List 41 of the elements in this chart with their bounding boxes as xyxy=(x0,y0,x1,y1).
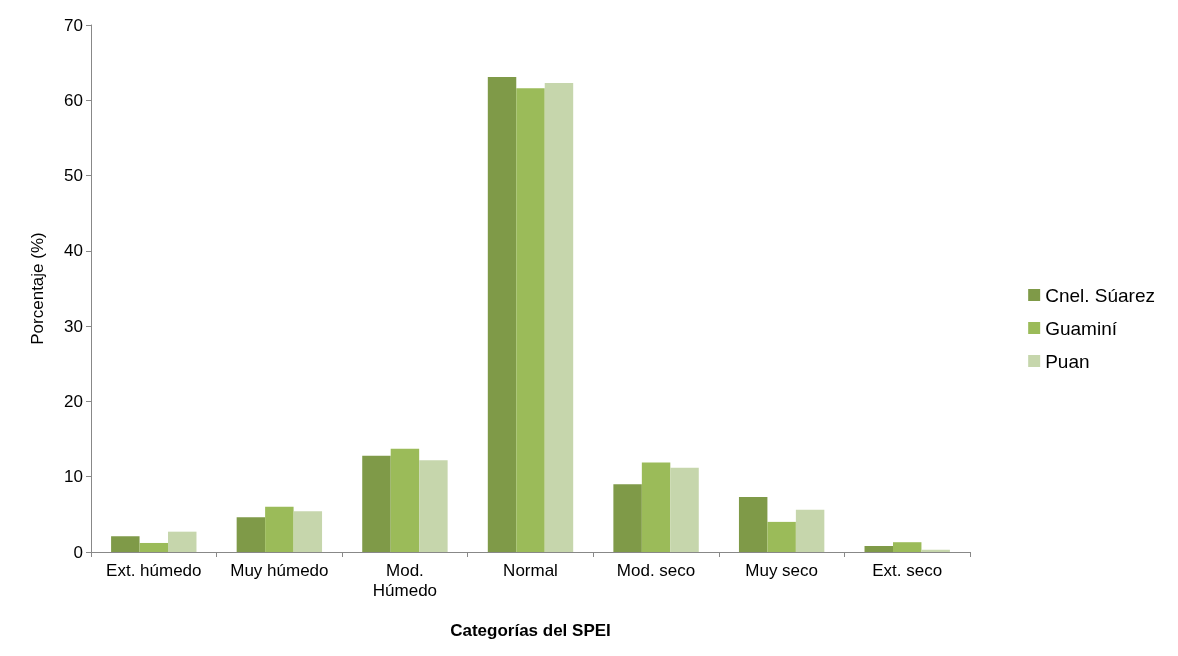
x-axis-title: Categorías del SPEI xyxy=(450,621,611,640)
legend-label: Guaminí xyxy=(1045,317,1118,339)
bar xyxy=(864,545,893,552)
x-tick-label: Mod. Húmedo xyxy=(372,560,438,600)
bar xyxy=(293,511,323,552)
bar xyxy=(767,521,796,552)
bar xyxy=(544,82,574,552)
bar xyxy=(236,517,266,552)
bar xyxy=(265,506,294,552)
bar xyxy=(670,467,699,552)
bar xyxy=(795,509,825,552)
bar xyxy=(516,88,545,552)
bar xyxy=(139,542,169,552)
bar xyxy=(487,76,517,552)
y-tick-label: 60 xyxy=(64,90,83,110)
x-tick-label: Muy seco xyxy=(745,560,819,580)
x-tick-label: Muy húmedo xyxy=(230,560,329,580)
bar xyxy=(892,542,922,552)
y-tick-label: 40 xyxy=(64,241,83,261)
y-axis-title: Porcentaje (%) xyxy=(28,232,47,345)
y-tick-label: 70 xyxy=(64,15,83,35)
bar xyxy=(168,531,197,552)
x-tick-label: Ext. húmedo xyxy=(106,560,202,580)
bar xyxy=(613,484,642,552)
bar xyxy=(390,448,420,552)
legend-label: Cnel. Súarez xyxy=(1045,284,1156,306)
y-tick-label: 0 xyxy=(73,542,83,562)
x-tick-label: Mod. seco xyxy=(616,560,696,580)
y-tick-label: 50 xyxy=(64,166,83,186)
legend-label: Puan xyxy=(1045,350,1090,372)
bar xyxy=(641,462,671,552)
bar xyxy=(738,497,768,552)
bar xyxy=(419,460,448,552)
x-tick-label: Normal xyxy=(503,560,558,580)
y-tick-label: 20 xyxy=(64,391,83,411)
y-tick-label: 30 xyxy=(64,316,83,336)
bar xyxy=(921,549,950,552)
bar xyxy=(362,455,391,552)
y-tick-label: 10 xyxy=(64,467,83,487)
bar xyxy=(111,536,140,552)
x-tick-label: Ext. seco xyxy=(872,560,943,580)
